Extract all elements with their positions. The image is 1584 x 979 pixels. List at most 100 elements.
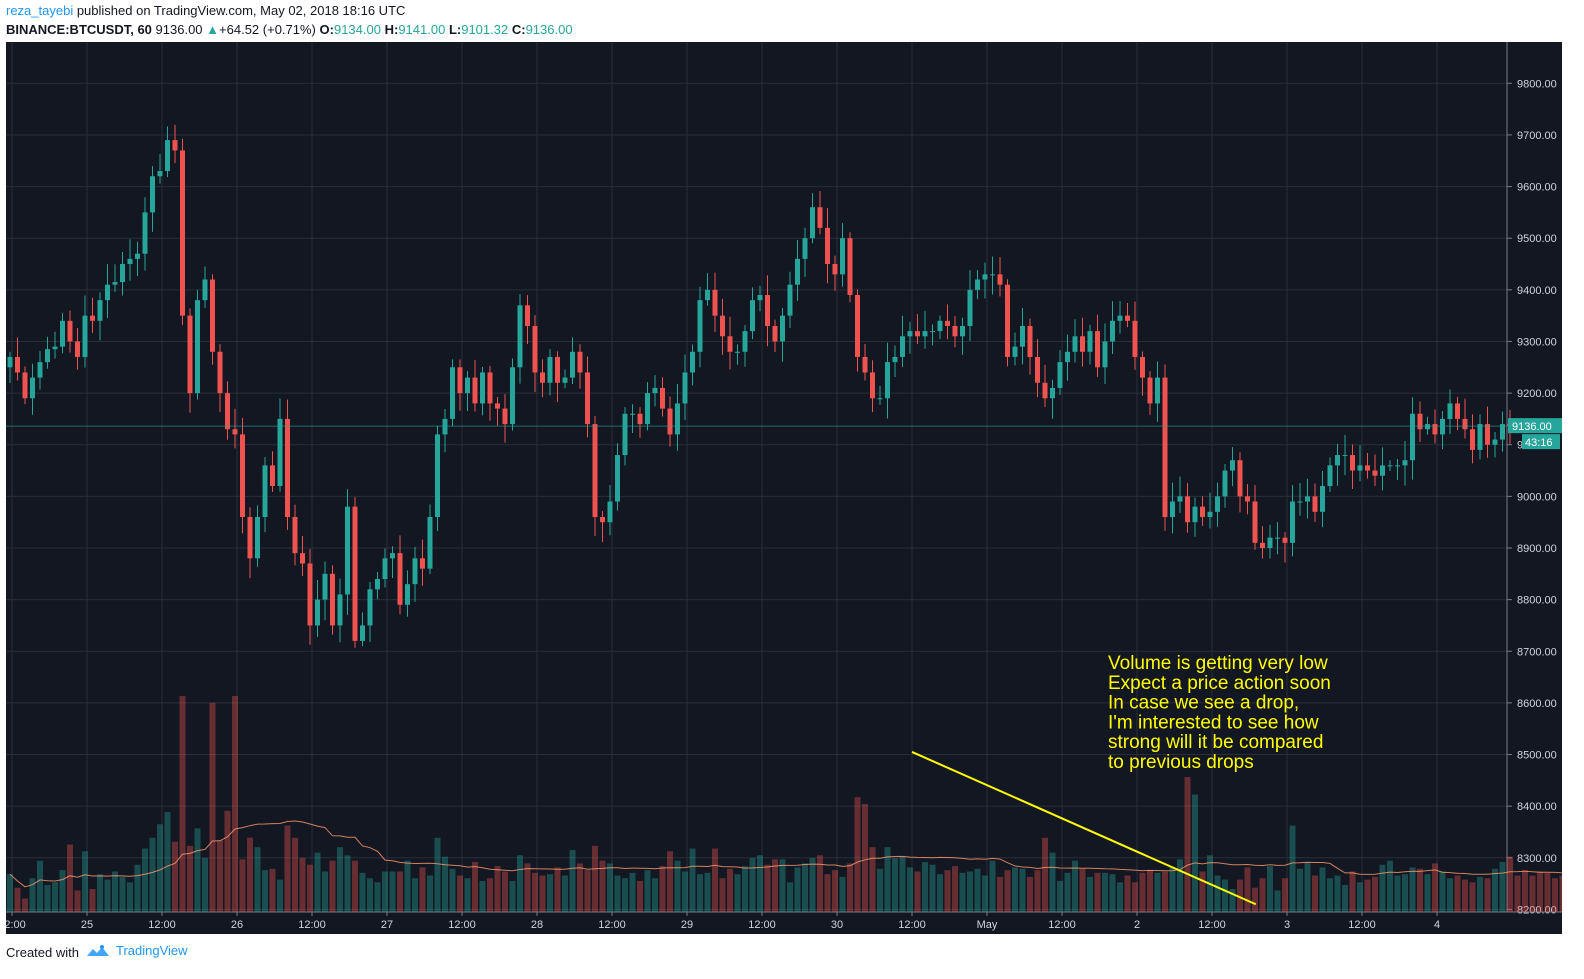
candle-body (315, 599, 320, 626)
annotation-text[interactable]: In case we see a drop, (1108, 693, 1299, 714)
candle-body (1350, 455, 1355, 471)
volume-bar (892, 858, 898, 912)
created-with-label: Created with (6, 945, 79, 960)
candle-body (1215, 496, 1220, 512)
candle-body (1380, 465, 1385, 476)
candle-body (915, 331, 920, 337)
candle-body (787, 284, 793, 316)
candle-body (622, 413, 628, 456)
candle-body (285, 418, 290, 518)
volume-bar (1124, 875, 1131, 912)
time-tick-label: 28 (531, 919, 543, 931)
annotation-text[interactable]: to previous drops (1108, 752, 1254, 773)
volume-bar (1222, 879, 1228, 912)
candle-body (450, 367, 455, 419)
candle-body (1282, 537, 1288, 543)
candle-body (330, 573, 335, 626)
volume-bar (577, 863, 583, 912)
volume-bar (1327, 878, 1333, 912)
volume-bar (532, 872, 538, 912)
candle-body (1117, 315, 1123, 321)
candle-body (187, 315, 193, 394)
candle-body (967, 289, 973, 326)
candle-body (1320, 486, 1325, 512)
volume-bar (442, 856, 448, 912)
candle-body (1222, 470, 1228, 497)
chart-header: reza_tayebi published on TradingView.com… (0, 0, 1584, 42)
price-tick-label: 8200.00 (1517, 904, 1557, 916)
volume-bar (472, 862, 478, 912)
volume-bar (749, 858, 756, 912)
volume-bar (449, 868, 456, 912)
volume-bar (1259, 878, 1266, 912)
candle-body (1072, 336, 1078, 352)
candle-body (435, 434, 440, 518)
volume-bar (757, 855, 763, 912)
volume-bar (922, 862, 928, 912)
volume-bar (1349, 871, 1356, 912)
volume-bar (712, 848, 718, 912)
volume-bar (119, 876, 126, 912)
volume-bar (172, 841, 178, 912)
chart-area[interactable]: 8200.00 8300.00 8400.00 8500.00 8600.00 8700.… (0, 42, 1581, 934)
volume-bar (1424, 874, 1431, 912)
annotation-text[interactable]: Volume is getting very low (1108, 653, 1328, 674)
volume-bar (1289, 825, 1296, 912)
candle-body (735, 351, 740, 353)
candle-body (802, 238, 808, 259)
candle-body (840, 238, 845, 275)
candle-body (1095, 331, 1100, 368)
time-tick-label: 12:00 (898, 919, 926, 931)
candle-body (427, 517, 433, 569)
volume-bar (1102, 872, 1108, 912)
low-label: L: (448, 22, 462, 37)
volume-bar (1312, 875, 1318, 912)
annotation-text[interactable]: I'm interested to see how (1108, 712, 1319, 733)
candle-body (60, 320, 65, 347)
volume-bar (1064, 872, 1071, 912)
candle-body (217, 351, 223, 394)
candle-body (1042, 382, 1048, 399)
price-chart[interactable]: 8200.00 8300.00 8400.00 8500.00 8600.00 8700.… (0, 42, 1581, 934)
volume-bar (667, 851, 673, 912)
price-tick-label: 9500.00 (1517, 233, 1557, 245)
volume-bar (52, 882, 58, 912)
candle-body (682, 372, 688, 404)
candle-body (960, 325, 965, 337)
candle-body (525, 305, 530, 326)
candle-body (1305, 496, 1310, 502)
volume-bar (959, 872, 966, 912)
publish-info: published on TradingView.com, May 02, 20… (73, 3, 406, 18)
last-price-label: 9136.00 (1512, 421, 1552, 433)
volume-bar (254, 847, 261, 912)
price-tick-label: 8900.00 (1517, 543, 1557, 555)
candle-body (690, 351, 695, 373)
volume-bar (457, 875, 463, 912)
volume-bar (164, 812, 171, 912)
trendline[interactable] (911, 751, 1257, 906)
open-value: 9134.00 (333, 22, 381, 37)
volume-bar (262, 870, 268, 912)
candle-body (900, 336, 905, 357)
volume-bar (142, 848, 148, 912)
price-tick-label: 9600.00 (1517, 182, 1557, 194)
volume-bar (502, 871, 508, 912)
candle-body (660, 387, 665, 409)
volume-bar (1244, 867, 1251, 912)
volume-bar (734, 874, 741, 912)
candle-body (420, 558, 425, 569)
annotation-text[interactable]: strong will it be compared (1108, 732, 1323, 753)
tradingview-brand[interactable]: TradingView (86, 943, 188, 958)
candle-body (1027, 325, 1033, 357)
author-link[interactable]: reza_tayebi (6, 3, 74, 18)
annotation-text[interactable]: Expect a price action soon (1108, 673, 1331, 694)
candle-body (997, 274, 1003, 285)
volume-bar (772, 859, 778, 912)
candle-body (990, 274, 995, 276)
volume-bar (547, 874, 553, 912)
candle-body (720, 315, 725, 337)
candle-body (697, 300, 703, 352)
symbol-label[interactable]: BINANCE:BTCUSDT, 60 (6, 22, 152, 37)
price-axis-background (1507, 42, 1562, 912)
volume-bar (269, 868, 276, 912)
